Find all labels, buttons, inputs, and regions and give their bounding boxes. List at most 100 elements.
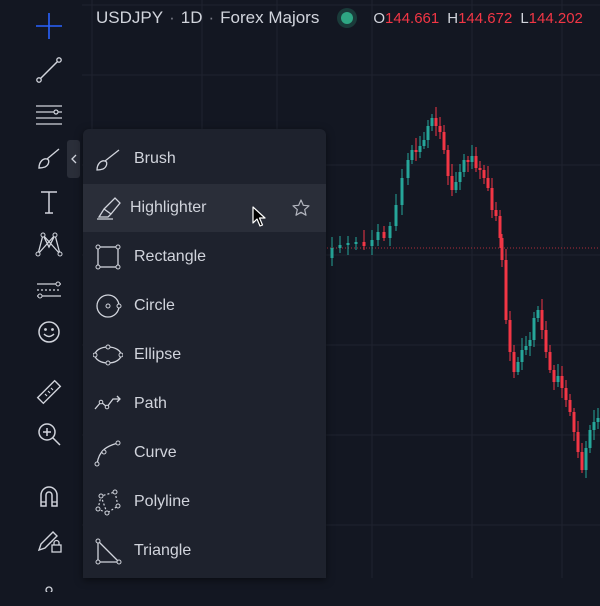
candle-body	[346, 243, 350, 245]
menu-item-circle[interactable]: Circle	[83, 282, 326, 330]
candle-body	[458, 172, 462, 182]
interval-label[interactable]: 1D	[180, 8, 203, 27]
brushes-menu: Brush Highlighter Rectangle Circle Ellip…	[83, 129, 326, 578]
menu-item-polyline[interactable]: Polyline	[83, 478, 326, 526]
high-price: H144.672	[447, 9, 513, 27]
candle-body	[474, 156, 478, 168]
rectangle-icon	[95, 244, 121, 270]
candle-body	[330, 248, 334, 258]
candle-body	[400, 178, 404, 205]
menu-item-label: Ellipse	[134, 346, 182, 363]
brush-icon[interactable]	[28, 138, 70, 178]
candle-body	[414, 150, 418, 152]
prediction-icon[interactable]	[28, 270, 70, 310]
menu-item-label: Triangle	[134, 542, 192, 559]
candle-body	[500, 238, 504, 260]
candle-body	[486, 178, 490, 188]
candle-body	[508, 320, 512, 352]
candle-body	[470, 156, 474, 162]
candle-body	[568, 400, 572, 412]
candle-body	[442, 132, 446, 150]
candle-body	[524, 346, 528, 350]
candle-body	[494, 210, 498, 216]
horizontal-lines-icon[interactable]	[28, 94, 70, 134]
crosshair-icon[interactable]	[28, 6, 70, 46]
menu-item-triangle[interactable]: Triangle	[83, 527, 326, 575]
candle-body	[462, 160, 466, 172]
menu-item-brush[interactable]: Brush	[83, 135, 326, 183]
candle-body	[406, 160, 410, 178]
market-status-icon[interactable]	[341, 12, 354, 24]
candle-body	[430, 118, 434, 126]
candle-body	[388, 226, 392, 238]
candle-body	[532, 318, 536, 340]
collapse-arrow-icon[interactable]	[67, 140, 80, 178]
brush-icon	[96, 149, 120, 171]
favorite-star-icon[interactable]	[291, 198, 311, 218]
candle-body	[572, 412, 576, 432]
candle-body	[512, 352, 516, 372]
candle-body	[446, 150, 450, 176]
lock-drawings-icon[interactable]	[28, 520, 70, 560]
candle-body	[478, 168, 482, 170]
candle-body	[520, 350, 524, 362]
candle-body	[410, 150, 414, 160]
emoji-icon[interactable]	[28, 312, 70, 352]
candle-body	[466, 160, 470, 162]
menu-item-path[interactable]: Path	[83, 380, 326, 428]
patterns-icon[interactable]	[28, 224, 70, 264]
candle-body	[560, 376, 564, 388]
candle-body	[544, 330, 548, 352]
candle-body	[556, 376, 560, 382]
candle-body	[434, 118, 438, 126]
low-price: L144.202	[520, 9, 583, 27]
candle-body	[370, 240, 374, 246]
candle-body	[552, 370, 556, 382]
curve-icon	[94, 440, 121, 467]
menu-item-label: Path	[134, 395, 167, 412]
ruler-icon[interactable]	[28, 372, 70, 412]
trend-line-icon[interactable]	[28, 50, 70, 90]
candle-body	[498, 216, 502, 238]
candle-body	[418, 146, 422, 152]
menu-item-curve[interactable]: Curve	[83, 429, 326, 477]
symbol-legend: USDJPY · 1D · Forex Majors O144.661 H144…	[96, 8, 583, 27]
toolbar-more-icon[interactable]	[28, 566, 70, 606]
candle-body	[394, 205, 398, 226]
highlighter-icon	[97, 197, 121, 220]
candle-body	[548, 352, 552, 370]
candle-body	[354, 242, 358, 244]
circle-icon	[96, 294, 122, 318]
candle-body	[454, 182, 458, 190]
ellipse-icon	[93, 344, 123, 366]
candle-body	[596, 418, 600, 422]
drawing-toolbar	[0, 0, 82, 592]
menu-item-label: Circle	[134, 297, 175, 314]
candle-body	[450, 176, 454, 190]
menu-item-ellipse[interactable]: Ellipse	[83, 331, 326, 379]
zoom-in-icon[interactable]	[28, 414, 70, 454]
menu-item-label: Brush	[134, 150, 176, 167]
candle-body	[540, 310, 544, 330]
candle-body	[584, 448, 588, 470]
candle-body	[376, 232, 380, 240]
menu-item-rectangle[interactable]: Rectangle	[83, 233, 326, 281]
polyline-icon	[95, 489, 121, 516]
candle-body	[438, 126, 442, 132]
triangle-icon	[95, 538, 122, 565]
candle-body	[528, 340, 532, 346]
magnet-icon[interactable]	[28, 476, 70, 516]
candle-body	[588, 430, 592, 448]
text-icon[interactable]	[28, 182, 70, 222]
symbol-name[interactable]: USDJPY	[96, 8, 164, 27]
candle-body	[504, 260, 508, 320]
candle-body	[426, 126, 430, 140]
candle-body	[482, 170, 486, 178]
menu-item-highlighter[interactable]: Highlighter	[83, 184, 326, 232]
menu-item-label: Highlighter	[130, 199, 207, 216]
menu-item-label: Rectangle	[134, 248, 207, 265]
candle-body	[362, 242, 366, 246]
candle-body	[422, 140, 426, 146]
candle-body	[516, 362, 520, 372]
candle-body	[580, 452, 584, 470]
